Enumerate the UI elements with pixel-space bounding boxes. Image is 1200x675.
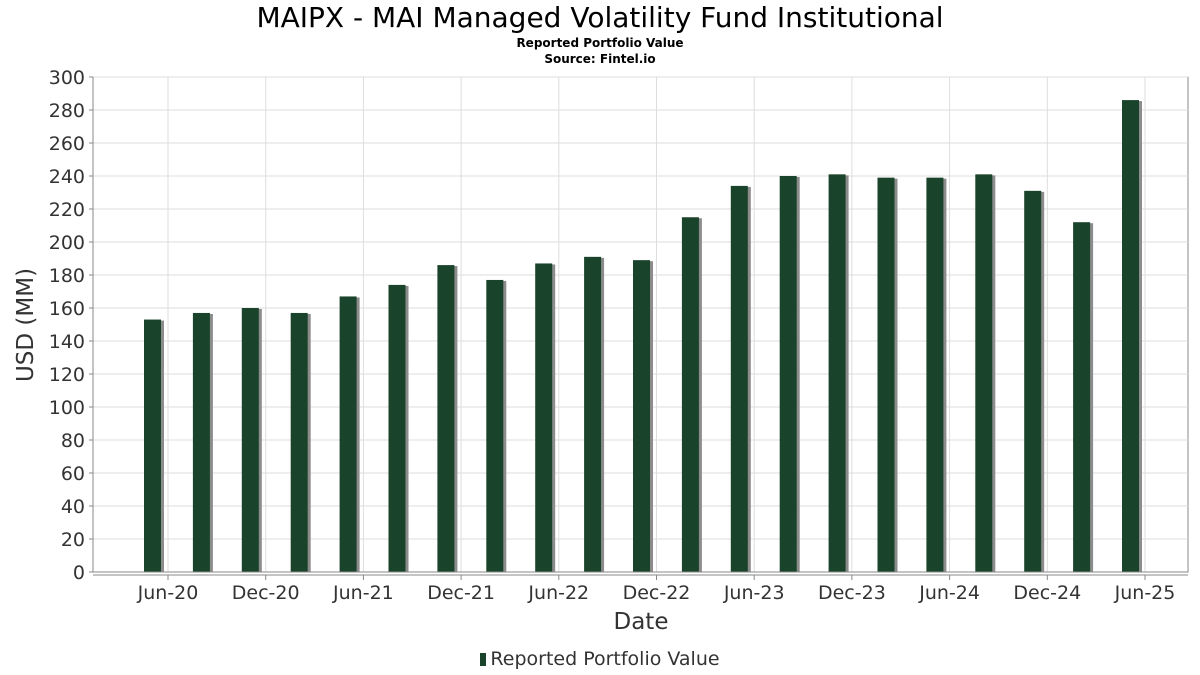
x-tick-label: Jun-22 bbox=[527, 582, 589, 604]
bar bbox=[339, 296, 357, 572]
bar bbox=[1122, 100, 1139, 572]
bar bbox=[926, 177, 944, 572]
chart-source: Source: Fintel.io bbox=[544, 52, 656, 66]
bar bbox=[633, 260, 650, 572]
bar bbox=[535, 263, 553, 572]
bar bbox=[192, 312, 210, 572]
y-axis-title: USD (MM) bbox=[13, 268, 39, 382]
legend: Reported Portfolio Value bbox=[0, 648, 1200, 670]
bar bbox=[241, 308, 259, 572]
x-tick-label: Jun-20 bbox=[137, 582, 199, 604]
x-tick-label: Dec-20 bbox=[232, 582, 300, 604]
bar bbox=[730, 185, 748, 572]
x-axis-title: Date bbox=[614, 609, 669, 635]
legend-label: Reported Portfolio Value bbox=[490, 648, 720, 670]
bar bbox=[388, 284, 406, 572]
y-tick-label: 220 bbox=[49, 199, 85, 221]
bar bbox=[1024, 190, 1042, 572]
bar bbox=[584, 256, 602, 572]
y-tick-label: 20 bbox=[61, 529, 85, 551]
bar bbox=[828, 174, 846, 572]
x-tick-label: Dec-23 bbox=[818, 582, 886, 604]
y-tick-label: 300 bbox=[49, 67, 85, 89]
x-tick-label: Jun-25 bbox=[1114, 582, 1176, 604]
y-tick-label: 80 bbox=[61, 430, 85, 452]
y-tick-label: 180 bbox=[49, 265, 85, 287]
bar bbox=[975, 174, 993, 572]
y-tick-label: 100 bbox=[49, 397, 85, 419]
axes bbox=[89, 76, 1188, 580]
bar bbox=[1073, 222, 1091, 572]
y-tick-label: 0 bbox=[73, 562, 85, 584]
tick-labels: 0 20 40 60 80 100 120 140 160 180 200 220 240 260 280 3… bbox=[49, 67, 1176, 604]
y-tick-label: 260 bbox=[49, 133, 85, 155]
bar bbox=[877, 177, 895, 572]
x-tick-label: Jun-24 bbox=[918, 582, 980, 604]
x-tick-label: Jun-21 bbox=[332, 582, 394, 604]
bar bbox=[681, 217, 699, 572]
legend-swatch bbox=[480, 653, 487, 666]
x-tick-label: Dec-24 bbox=[1013, 582, 1081, 604]
y-tick-label: 120 bbox=[49, 364, 85, 386]
y-tick-label: 40 bbox=[61, 496, 85, 518]
bar bbox=[290, 312, 308, 572]
chart-subtitle: Reported Portfolio Value bbox=[516, 36, 684, 50]
bar bbox=[779, 176, 797, 572]
y-tick-label: 60 bbox=[61, 463, 85, 485]
bar bbox=[437, 265, 455, 572]
y-tick-label: 240 bbox=[49, 166, 85, 188]
bar bbox=[144, 319, 161, 572]
x-tick-label: Dec-22 bbox=[623, 582, 691, 604]
x-tick-label: Jun-23 bbox=[723, 582, 785, 604]
y-tick-label: 160 bbox=[49, 298, 85, 320]
y-tick-label: 280 bbox=[49, 100, 85, 122]
x-tick-label: Dec-21 bbox=[427, 582, 495, 604]
bar bbox=[486, 279, 504, 572]
y-tick-label: 200 bbox=[49, 232, 85, 254]
bars bbox=[144, 100, 1142, 572]
y-tick-label: 140 bbox=[49, 331, 85, 353]
chart-title: MAIPX - MAI Managed Volatility Fund Inst… bbox=[256, 1, 944, 34]
